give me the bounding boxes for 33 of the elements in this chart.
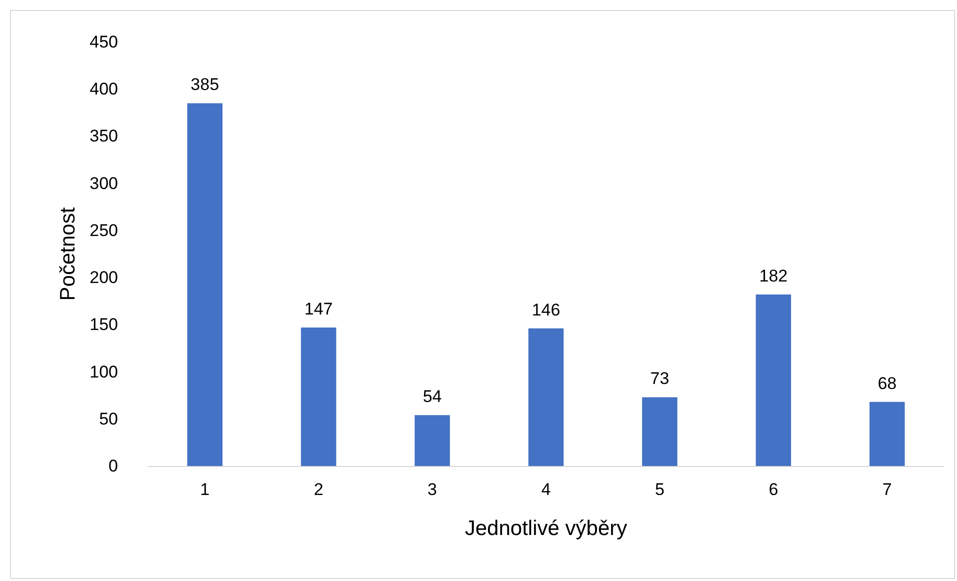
y-tick-label: 350 [90, 126, 118, 146]
data-label: 182 [759, 266, 788, 286]
x-tick-label: 2 [314, 480, 324, 499]
y-tick-label: 450 [90, 32, 118, 52]
y-tick-label: 300 [90, 174, 118, 193]
y-tick-label: 0 [108, 456, 118, 476]
y-tick-label: 400 [90, 80, 118, 99]
bar [756, 294, 792, 466]
y-tick-label: 50 [99, 409, 118, 428]
data-label: 54 [422, 387, 442, 406]
bar [414, 415, 450, 466]
x-tick-label: 4 [541, 480, 551, 499]
data-label: 73 [650, 369, 670, 388]
x-tick-label: 6 [768, 480, 778, 499]
y-tick-label: 150 [90, 315, 118, 334]
x-tick-label: 1 [200, 480, 210, 499]
y-tick-label: 200 [90, 268, 118, 288]
bar [870, 402, 905, 466]
data-label: 68 [878, 374, 897, 393]
bar [528, 328, 564, 466]
data-label: 146 [532, 300, 560, 320]
x-tick-label: 7 [882, 480, 892, 499]
y-tick-label: 250 [90, 220, 118, 240]
x-tick-label: 5 [654, 480, 664, 499]
bar [187, 103, 222, 466]
data-label: 147 [304, 299, 333, 318]
bar [642, 397, 678, 466]
data-label: 385 [190, 75, 220, 94]
x-axis-title: Jednotlivé výběry [464, 517, 628, 540]
x-tick-label: 3 [428, 480, 438, 499]
bar [300, 327, 336, 466]
y-tick-label: 100 [90, 362, 118, 382]
y-axis-title: Početnost [56, 207, 80, 301]
